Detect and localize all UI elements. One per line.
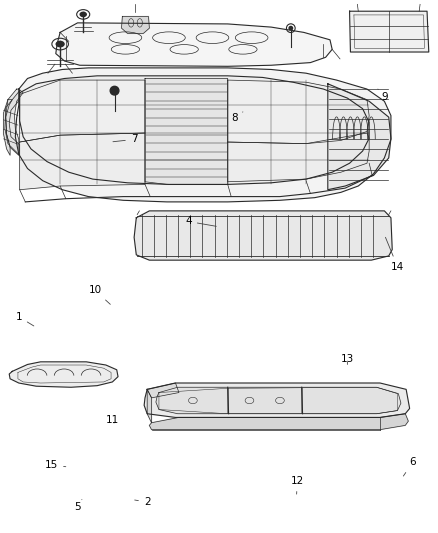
Polygon shape (20, 80, 145, 142)
Polygon shape (6, 89, 23, 155)
Polygon shape (134, 211, 392, 260)
Text: 9: 9 (378, 89, 388, 102)
Text: 2: 2 (135, 497, 151, 507)
Polygon shape (228, 80, 369, 143)
Polygon shape (147, 390, 152, 423)
Text: 14: 14 (385, 237, 404, 271)
Polygon shape (228, 133, 369, 182)
Polygon shape (5, 91, 20, 155)
Polygon shape (147, 383, 179, 398)
Polygon shape (149, 414, 408, 430)
Text: 15: 15 (45, 460, 66, 470)
Text: 4: 4 (185, 216, 216, 227)
Polygon shape (144, 383, 410, 417)
Polygon shape (20, 76, 369, 184)
Polygon shape (56, 23, 332, 66)
Polygon shape (20, 133, 145, 190)
Text: 5: 5 (74, 499, 82, 512)
Polygon shape (156, 387, 401, 414)
Text: 1: 1 (15, 312, 34, 326)
Polygon shape (121, 17, 149, 34)
Text: 8: 8 (231, 112, 243, 123)
Text: 12: 12 (291, 476, 304, 494)
Polygon shape (9, 362, 118, 387)
Text: 13: 13 (341, 354, 354, 365)
Polygon shape (328, 84, 391, 190)
Polygon shape (350, 11, 429, 52)
Polygon shape (145, 78, 228, 184)
Circle shape (110, 86, 119, 95)
Ellipse shape (56, 42, 64, 47)
Text: 10: 10 (88, 285, 110, 304)
Polygon shape (15, 68, 391, 202)
Text: 11: 11 (106, 415, 119, 425)
Text: 7: 7 (113, 134, 138, 144)
Polygon shape (4, 100, 12, 155)
Circle shape (289, 27, 293, 30)
Text: 6: 6 (403, 457, 416, 476)
Ellipse shape (80, 12, 86, 17)
